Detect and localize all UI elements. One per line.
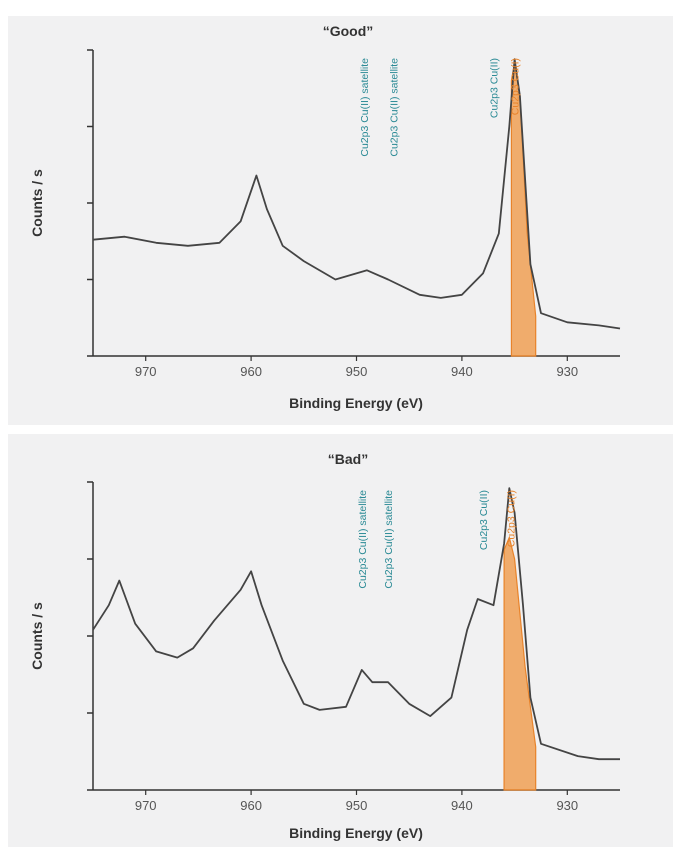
x-tick-label: 960 xyxy=(240,364,262,379)
chart-panel-bad: “Bad” 970 960 950 940 930 Binding Energy (eV) C… xyxy=(8,434,673,847)
peak-label: Cu2p3 Cu(II) satellite xyxy=(383,490,395,589)
y-axis-title: Counts / s xyxy=(29,169,45,237)
spectrum-envelope-line xyxy=(92,487,620,761)
x-tick-label: 940 xyxy=(451,798,473,813)
peak-label: Cu2p3 Cu(II) satellite xyxy=(357,490,369,589)
peak-label: Cu2p3 Cu(I) xyxy=(505,490,517,547)
peak-label: Cu2p3 Cu(II) xyxy=(478,490,490,550)
x-axis-title: Binding Energy (eV) xyxy=(289,395,423,411)
chart-bad: “Bad” 970 960 950 940 930 Binding Energy (eV) C… xyxy=(29,451,620,841)
x-tick-label: 940 xyxy=(451,364,473,379)
x-tick-label: 950 xyxy=(346,364,368,379)
chart-panel-good: “Good” 970 960 950 940 930 Binding Energy (eV)… xyxy=(8,16,673,425)
chart-good: “Good” 970 960 950 940 930 Binding Energy (eV)… xyxy=(29,23,621,411)
x-tick-label: 930 xyxy=(556,798,578,813)
chart-title: “Bad” xyxy=(328,451,368,467)
peak-label: Cu2p3 Cu(I) xyxy=(510,58,522,115)
peak-label: Cu2p3 Cu(II) xyxy=(489,58,501,118)
x-axis-title: Binding Energy (eV) xyxy=(289,825,423,841)
peak-label: Cu2p3 Cu(II) satellite xyxy=(388,58,400,157)
cu1-component-area xyxy=(503,535,537,791)
peak-label: Cu2p3 Cu(II) satellite xyxy=(359,58,371,157)
x-tick-label: 970 xyxy=(135,798,157,813)
chart-title: “Good” xyxy=(323,23,374,39)
spectrum-envelope-line xyxy=(92,58,621,330)
x-tick-label: 970 xyxy=(135,364,157,379)
x-tick-label: 930 xyxy=(556,364,578,379)
x-tick-label: 960 xyxy=(240,798,262,813)
x-tick-label: 950 xyxy=(346,798,368,813)
y-axis-title: Counts / s xyxy=(29,602,45,670)
